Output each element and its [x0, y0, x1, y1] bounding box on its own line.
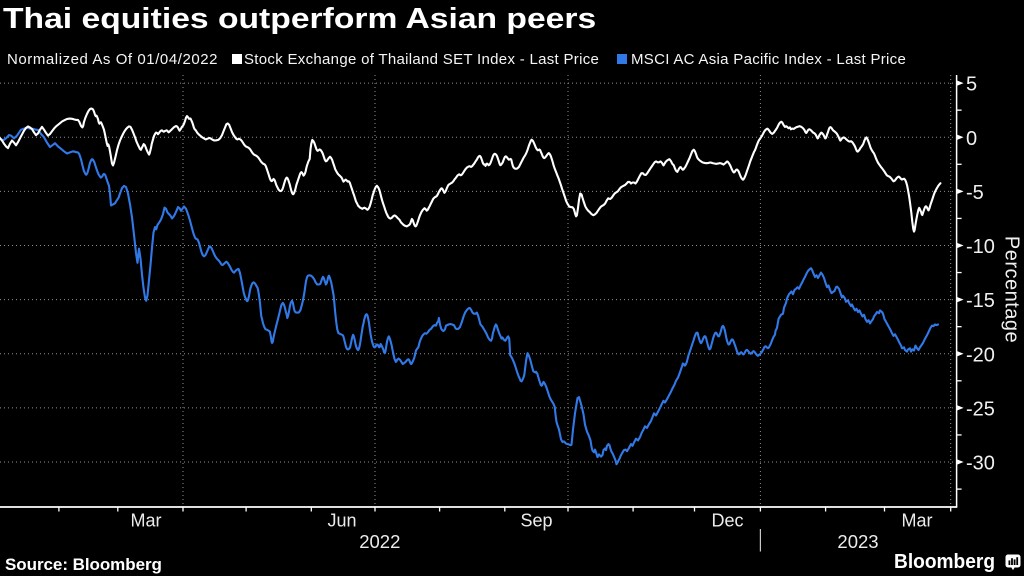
svg-text:-25: -25 [966, 398, 995, 420]
svg-text:Sep: Sep [520, 511, 552, 531]
svg-text:-15: -15 [966, 290, 995, 312]
svg-text:-5: -5 [966, 182, 984, 204]
svg-text:0: 0 [966, 128, 977, 150]
svg-text:Mar: Mar [902, 511, 933, 531]
svg-text:Mar: Mar [131, 511, 162, 531]
svg-text:2022: 2022 [359, 531, 400, 552]
svg-text:-20: -20 [966, 344, 995, 366]
svg-text:Dec: Dec [711, 511, 743, 531]
svg-text:Percentage: Percentage [1001, 236, 1023, 343]
svg-text:-10: -10 [966, 236, 995, 258]
svg-text:-30: -30 [966, 453, 995, 475]
svg-text:5: 5 [966, 74, 977, 96]
svg-text:2023: 2023 [837, 531, 878, 552]
svg-text:Jun: Jun [327, 511, 356, 531]
